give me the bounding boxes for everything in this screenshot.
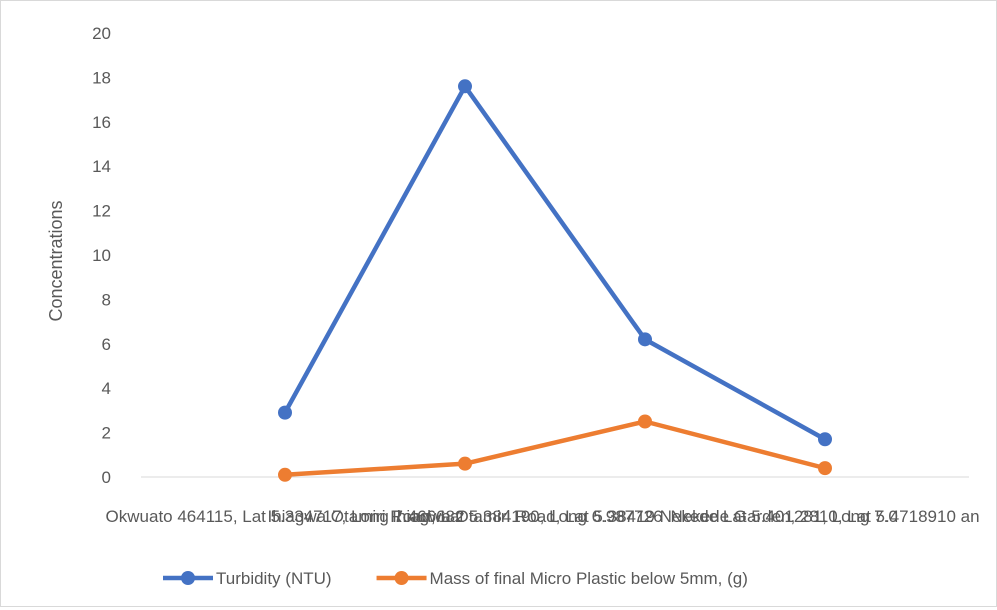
data-point <box>278 405 292 420</box>
y-tick-label: 18 <box>92 68 111 87</box>
y-tick-label: 16 <box>92 113 111 132</box>
x-tick-label: Okwuato 464115, Lat 5.334717, Long 7.466… <box>106 507 465 526</box>
data-point <box>638 332 652 347</box>
y-tick-label: 20 <box>92 24 111 43</box>
x-axis-category-labels: Okwuato 464115, Lat 5.334717, Long 7.466… <box>106 507 980 526</box>
y-tick-label: 0 <box>102 468 111 487</box>
y-tick-label: 8 <box>102 290 111 309</box>
series-group <box>278 79 832 482</box>
y-tick-label: 12 <box>92 202 111 221</box>
series-2 <box>278 414 832 482</box>
legend-item-2: Mass of final Micro Plastic below 5mm, (… <box>376 569 748 588</box>
legend-label: Turbidity (NTU) <box>216 569 332 588</box>
y-axis-title: Concentrations <box>46 200 66 321</box>
legend-marker <box>394 571 409 585</box>
legend-label: Mass of final Micro Plastic below 5mm, (… <box>430 569 748 588</box>
y-tick-label: 2 <box>102 424 111 443</box>
y-tick-label: 4 <box>102 379 111 398</box>
data-point <box>638 414 652 429</box>
x-tick-label: Ihiagwa Otamiri Road, Lat 5.384190, Long… <box>267 507 662 526</box>
series-1 <box>278 79 832 447</box>
y-tick-label: 10 <box>92 246 111 265</box>
data-point <box>458 79 472 94</box>
data-point <box>818 432 832 447</box>
legend-marker <box>181 571 195 585</box>
series-line <box>282 84 828 442</box>
x-tick-label: Nekede Garden, 2810, Lat 5.4718910 an <box>670 507 979 526</box>
data-point <box>278 467 292 482</box>
y-tick-label: 6 <box>102 335 111 354</box>
legend-item-1: Turbidity (NTU) <box>163 569 332 588</box>
legend: Turbidity (NTU) Mass of final Micro Plast… <box>163 569 748 588</box>
data-point <box>818 461 832 476</box>
y-axis-ticks: 0 2 4 6 8 10 12 14 16 18 20 <box>92 24 111 487</box>
x-tick-label: Ihiagwa Otamiri Road, Lat 5.38419 Nekede… <box>392 507 898 526</box>
data-point <box>458 456 472 471</box>
series-line <box>282 419 828 478</box>
y-tick-label: 14 <box>92 157 111 176</box>
